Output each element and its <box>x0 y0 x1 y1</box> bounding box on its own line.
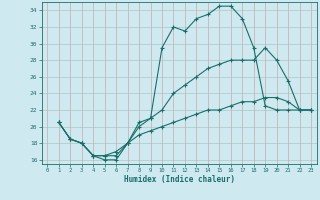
X-axis label: Humidex (Indice chaleur): Humidex (Indice chaleur) <box>124 175 235 184</box>
